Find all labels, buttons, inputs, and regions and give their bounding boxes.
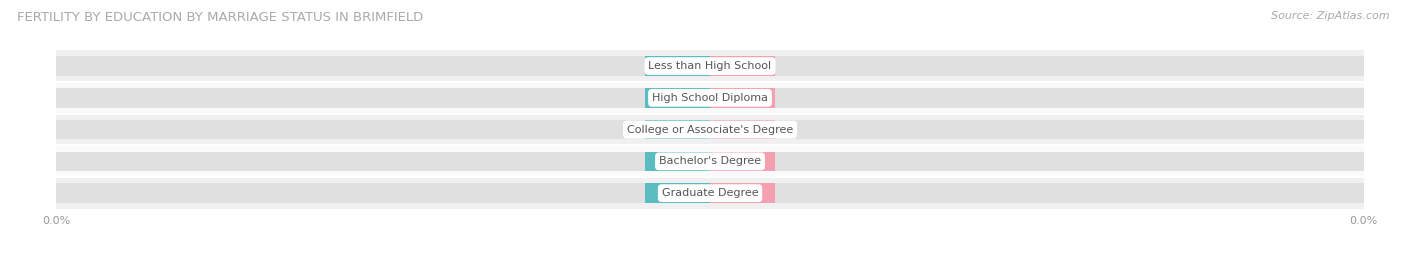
Text: 0.0%: 0.0% [664, 61, 690, 71]
Bar [56, 120, 1364, 139]
Text: 0.0%: 0.0% [664, 124, 690, 135]
Text: 0.0%: 0.0% [664, 188, 690, 198]
Bar [644, 120, 710, 139]
Text: 0.0%: 0.0% [730, 124, 756, 135]
Bar [710, 120, 776, 139]
Bar [56, 88, 1364, 108]
Bar [644, 88, 710, 108]
Text: Graduate Degree: Graduate Degree [662, 188, 758, 198]
Bar [56, 177, 1364, 209]
Bar [56, 56, 1364, 76]
Text: 0.0%: 0.0% [730, 156, 756, 166]
Bar [56, 50, 1364, 82]
Text: College or Associate's Degree: College or Associate's Degree [627, 124, 793, 135]
Bar [710, 151, 776, 171]
Text: High School Diploma: High School Diploma [652, 93, 768, 103]
Bar [56, 146, 1364, 177]
Bar [56, 82, 1364, 114]
Text: 0.0%: 0.0% [730, 93, 756, 103]
Bar [644, 56, 710, 76]
Bar [710, 88, 776, 108]
Bar [56, 151, 1364, 171]
Text: 0.0%: 0.0% [664, 156, 690, 166]
Text: 0.0%: 0.0% [664, 93, 690, 103]
Text: 0.0%: 0.0% [730, 188, 756, 198]
Bar [710, 183, 776, 203]
Bar [56, 114, 1364, 146]
Bar [644, 183, 710, 203]
Text: Bachelor's Degree: Bachelor's Degree [659, 156, 761, 166]
Text: Less than High School: Less than High School [648, 61, 772, 71]
Bar [710, 56, 776, 76]
Bar [644, 151, 710, 171]
Text: FERTILITY BY EDUCATION BY MARRIAGE STATUS IN BRIMFIELD: FERTILITY BY EDUCATION BY MARRIAGE STATU… [17, 11, 423, 24]
Text: Source: ZipAtlas.com: Source: ZipAtlas.com [1271, 11, 1389, 21]
Text: 0.0%: 0.0% [730, 61, 756, 71]
Bar [56, 183, 1364, 203]
